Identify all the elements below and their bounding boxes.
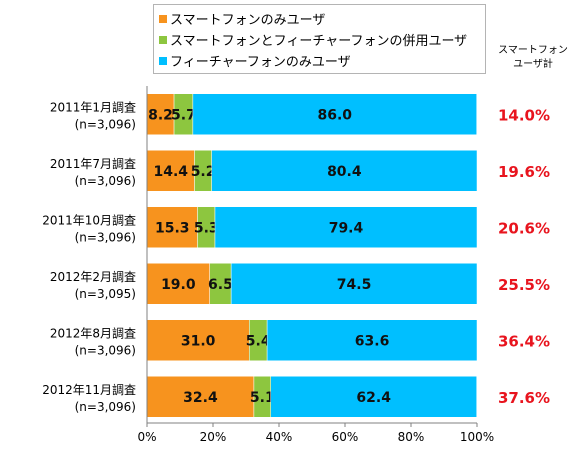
- category-sample-size: (n=3,096): [75, 343, 136, 357]
- bar-segment-smartphone-only: [146, 319, 250, 361]
- category-label: 2012年8月調査: [50, 326, 136, 340]
- data-label: 74.5: [337, 277, 372, 293]
- legend-item-dual-users: スマートフォンとフィーチャーフォンの併用ユーザ: [159, 29, 485, 50]
- data-label: 8.2: [148, 107, 173, 123]
- data-label: 80.4: [327, 164, 362, 180]
- smartphone-total-header-line2: ユーザ計: [513, 59, 553, 70]
- data-label: 5.7: [171, 107, 196, 123]
- smartphone-total-value: 19.6%: [498, 163, 550, 181]
- data-label: 5.3: [194, 220, 219, 236]
- bar-segment-feature-phone-only: [211, 150, 478, 192]
- x-tick-label: 80%: [398, 430, 425, 444]
- category-label: 2012年2月調査: [50, 270, 136, 284]
- bar-segment-feature-phone-only: [270, 376, 477, 418]
- data-label: 79.4: [329, 220, 364, 236]
- legend-item-smartphone-only: スマートフォンのみユーザ: [159, 8, 485, 29]
- bar-segment-feature-phone-only: [192, 93, 477, 135]
- category-label: 2011年7月調査: [50, 157, 136, 171]
- data-label: 31.0: [181, 333, 216, 349]
- smartphone-total-value: 14.0%: [498, 106, 550, 124]
- data-label: 32.4: [183, 390, 218, 406]
- bar-segment-smartphone-only: [146, 206, 198, 248]
- smartphone-total-header-line1: スマートフォン: [498, 45, 568, 56]
- smartphone-total-value: 25.5%: [498, 276, 550, 294]
- category-label: 2011年10月調査: [42, 213, 136, 227]
- bar-segment-smartphone-only: [146, 150, 195, 192]
- category-sample-size: (n=3,095): [75, 287, 136, 301]
- bar-segment-feature-phone-only: [214, 206, 478, 248]
- category-label: 2011年1月調査: [50, 100, 136, 114]
- data-label: 19.0: [161, 277, 196, 293]
- x-tick-label: 20%: [200, 430, 227, 444]
- smartphone-total-header: スマートフォン ユーザ計: [496, 44, 570, 72]
- legend-swatch: [159, 56, 167, 65]
- legend-swatch: [159, 14, 167, 23]
- x-tick-label: 100%: [460, 430, 494, 444]
- category-label: 2012年11月調査: [42, 383, 136, 397]
- x-tick-label: 60%: [332, 430, 359, 444]
- data-label: 5.2: [191, 164, 216, 180]
- bar-segment-feature-phone-only: [266, 319, 478, 361]
- category-sample-size: (n=3,096): [75, 117, 136, 131]
- x-tick-label: 0%: [137, 430, 156, 444]
- bar-segment-smartphone-only: [146, 263, 210, 305]
- data-label: 62.4: [356, 390, 391, 406]
- legend-item-feature-phone-only: フィーチャーフォンのみユーザ: [159, 50, 485, 71]
- bar-segment-smartphone-only: [146, 93, 175, 135]
- category-sample-size: (n=3,096): [75, 230, 136, 244]
- category-sample-size: (n=3,096): [75, 174, 136, 188]
- data-label: 14.4: [153, 164, 188, 180]
- x-tick-label: 40%: [266, 430, 293, 444]
- category-sample-size: (n=3,096): [75, 400, 136, 414]
- legend-label: スマートフォンとフィーチャーフォンの併用ユーザ: [170, 34, 468, 49]
- legend-label: スマートフォンのみユーザ: [170, 13, 326, 28]
- legend-swatch: [159, 35, 167, 44]
- data-label: 86.0: [317, 107, 352, 123]
- legend-label: フィーチャーフォンのみユーザ: [170, 55, 351, 70]
- smartphone-total-value: 36.4%: [498, 332, 550, 350]
- legend: スマートフォンのみユーザ スマートフォンとフィーチャーフォンの併用ユーザ フィー…: [153, 4, 486, 74]
- bar-segment-smartphone-only: [146, 376, 255, 418]
- smartphone-total-value: 20.6%: [498, 219, 550, 237]
- data-label: 63.6: [355, 333, 390, 349]
- smartphone-total-value: 37.6%: [498, 389, 550, 407]
- bar-segment-feature-phone-only: [230, 263, 478, 305]
- data-label: 5.1: [250, 390, 275, 406]
- data-label: 6.5: [208, 277, 233, 293]
- data-label: 15.3: [155, 220, 190, 236]
- data-label: 5.4: [246, 333, 271, 349]
